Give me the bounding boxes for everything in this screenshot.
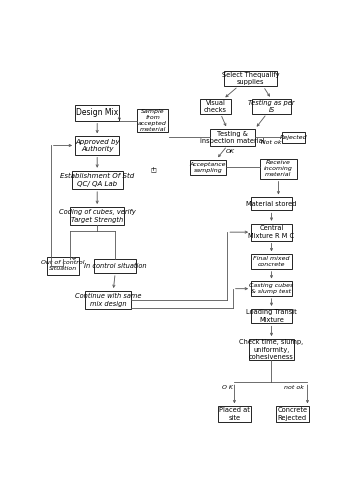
Text: In control situation: In control situation bbox=[84, 263, 146, 269]
Bar bbox=[282, 132, 305, 143]
Text: Central
Mixture R M C: Central Mixture R M C bbox=[248, 225, 295, 239]
Text: Visual
checks: Visual checks bbox=[204, 100, 227, 113]
Text: Casting cubes
& slump test: Casting cubes & slump test bbox=[250, 283, 293, 294]
Bar bbox=[249, 339, 294, 360]
Text: Loading Transit
Mixture: Loading Transit Mixture bbox=[246, 310, 297, 323]
Bar bbox=[218, 406, 251, 422]
Bar bbox=[47, 256, 79, 275]
Bar bbox=[251, 281, 292, 296]
Text: O K: O K bbox=[222, 385, 233, 390]
Text: Not ok: Not ok bbox=[261, 140, 282, 145]
Text: Coding of cubes, verify
Target Strength: Coding of cubes, verify Target Strength bbox=[59, 209, 136, 223]
Text: Establishment Of Std
QC/ QA Lab: Establishment Of Std QC/ QA Lab bbox=[60, 173, 134, 186]
Bar bbox=[225, 71, 277, 86]
Bar bbox=[251, 309, 292, 323]
Text: Testing &
inspection material: Testing & inspection material bbox=[200, 130, 265, 144]
Bar bbox=[190, 160, 226, 175]
Text: Out of control
Situation: Out of control Situation bbox=[41, 260, 85, 271]
Text: OK: OK bbox=[226, 149, 235, 154]
Bar bbox=[251, 197, 292, 210]
Text: Final mixed
concrete: Final mixed concrete bbox=[253, 256, 290, 267]
Bar bbox=[251, 224, 292, 241]
Text: Select Thequalify
supplies: Select Thequalify supplies bbox=[222, 72, 280, 85]
Text: □: □ bbox=[150, 168, 156, 173]
Bar bbox=[200, 99, 231, 114]
Bar bbox=[72, 171, 123, 189]
Bar bbox=[70, 207, 124, 225]
Text: Receive
incoming
material: Receive incoming material bbox=[264, 160, 293, 178]
Bar bbox=[137, 109, 169, 132]
Bar bbox=[85, 291, 131, 310]
Text: Acceptance
sampling: Acceptance sampling bbox=[190, 162, 226, 173]
Text: Placed at
site: Placed at site bbox=[219, 407, 250, 421]
Text: Continue with same
mix design: Continue with same mix design bbox=[75, 293, 141, 307]
Bar bbox=[75, 136, 119, 155]
Text: Check time, slump,
uniformity,
cohesiveness: Check time, slump, uniformity, cohesiven… bbox=[240, 339, 303, 360]
Bar bbox=[276, 406, 308, 422]
Text: Material stored: Material stored bbox=[246, 201, 297, 207]
Text: Design Mix: Design Mix bbox=[76, 109, 118, 118]
Text: Approved by
Authority: Approved by Authority bbox=[75, 138, 120, 152]
Bar bbox=[94, 258, 136, 273]
Text: not ok: not ok bbox=[284, 385, 303, 390]
Bar bbox=[210, 129, 255, 146]
Bar bbox=[75, 105, 119, 121]
Bar bbox=[251, 254, 292, 269]
Text: Sample
from
accepted
material: Sample from accepted material bbox=[138, 109, 167, 132]
Bar bbox=[252, 99, 291, 114]
Bar bbox=[260, 159, 297, 179]
Text: Testing as per
IS: Testing as per IS bbox=[248, 100, 295, 113]
Text: Rejected: Rejected bbox=[280, 135, 307, 140]
Text: Concrete
Rejected: Concrete Rejected bbox=[277, 407, 307, 421]
